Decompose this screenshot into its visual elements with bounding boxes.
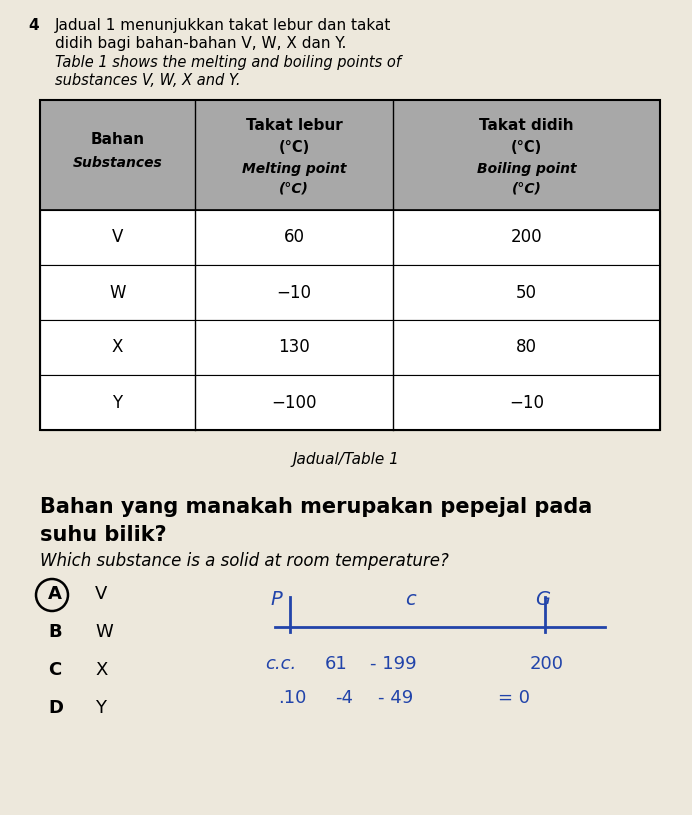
Text: V: V xyxy=(95,585,107,603)
Text: - 199: - 199 xyxy=(370,655,417,673)
Text: W: W xyxy=(95,623,113,641)
Bar xyxy=(40,100,660,430)
Text: (°C): (°C) xyxy=(511,139,543,155)
Text: substances V, W, X and Y.: substances V, W, X and Y. xyxy=(55,73,241,88)
Text: −10: −10 xyxy=(277,284,311,302)
Text: 200: 200 xyxy=(511,228,543,246)
Text: (°C): (°C) xyxy=(280,182,309,196)
Text: Y: Y xyxy=(95,699,106,717)
Bar xyxy=(40,210,660,265)
Text: Boiling point: Boiling point xyxy=(477,162,576,176)
Text: C: C xyxy=(48,661,62,679)
Text: −100: −100 xyxy=(271,394,317,412)
Bar xyxy=(40,375,660,430)
Text: Takat lebur: Takat lebur xyxy=(246,117,343,133)
Text: X: X xyxy=(112,338,123,356)
Text: 4: 4 xyxy=(28,18,39,33)
Text: Melting point: Melting point xyxy=(242,162,347,176)
Text: P: P xyxy=(270,590,282,609)
Text: 200: 200 xyxy=(530,655,564,673)
Bar xyxy=(40,100,660,210)
Text: Substances: Substances xyxy=(73,156,163,170)
Text: V: V xyxy=(112,228,123,246)
Text: Jadual/Table 1: Jadual/Table 1 xyxy=(293,452,399,467)
Text: suhu bilik?: suhu bilik? xyxy=(40,525,167,545)
Bar xyxy=(40,320,660,375)
Text: .10: .10 xyxy=(278,689,307,707)
Text: c.c.: c.c. xyxy=(265,655,296,673)
Text: 50: 50 xyxy=(516,284,537,302)
Text: 61: 61 xyxy=(325,655,348,673)
Text: Jadual 1 menunjukkan takat lebur dan takat: Jadual 1 menunjukkan takat lebur dan tak… xyxy=(55,18,392,33)
Text: 80: 80 xyxy=(516,338,537,356)
Text: Table 1 shows the melting and boiling points of: Table 1 shows the melting and boiling po… xyxy=(55,55,401,70)
Text: didih bagi bahan-bahan V, W, X dan Y.: didih bagi bahan-bahan V, W, X dan Y. xyxy=(55,36,347,51)
Text: Takat didih: Takat didih xyxy=(480,117,574,133)
Text: Which substance is a solid at room temperature?: Which substance is a solid at room tempe… xyxy=(40,552,449,570)
Text: A: A xyxy=(48,585,62,603)
Text: X: X xyxy=(95,661,107,679)
Text: 60: 60 xyxy=(284,228,304,246)
Text: Bahan: Bahan xyxy=(91,131,145,147)
Text: - 49: - 49 xyxy=(378,689,413,707)
Text: (°C): (°C) xyxy=(279,139,310,155)
Text: 130: 130 xyxy=(278,338,310,356)
Text: B: B xyxy=(48,623,62,641)
Text: G: G xyxy=(535,590,550,609)
Text: (°C): (°C) xyxy=(512,182,542,196)
Text: Bahan yang manakah merupakan pepejal pada: Bahan yang manakah merupakan pepejal pad… xyxy=(40,497,592,517)
Text: D: D xyxy=(48,699,63,717)
Text: Y: Y xyxy=(112,394,122,412)
Text: = 0: = 0 xyxy=(498,689,530,707)
Bar xyxy=(40,265,660,320)
Text: W: W xyxy=(109,284,126,302)
Text: -4: -4 xyxy=(335,689,353,707)
Text: c: c xyxy=(405,590,416,609)
Text: −10: −10 xyxy=(509,394,544,412)
